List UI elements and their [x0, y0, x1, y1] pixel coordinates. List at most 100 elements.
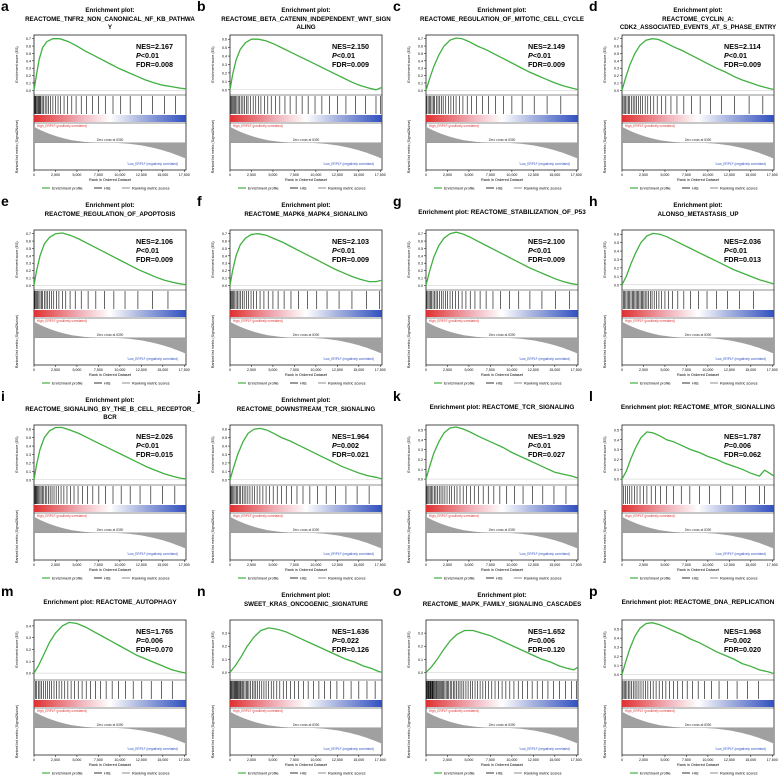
plot-title-line: REACTOME_REGULATION_OF_MITOTIC_CELL_CYCL… [420, 16, 584, 23]
p-symbol: P [136, 51, 141, 60]
plot-title-line: REACTOME_TNFR2_NON_CANONICAL_NF_KB_PATHW… [25, 16, 195, 23]
x-tick-label: 7,500 [486, 758, 495, 762]
high-group-label: High_ERP1F (positively correlated) [429, 319, 479, 323]
legend-profile-label: Enrichment profile [640, 186, 671, 190]
x-axis-label: Rank in Ordered Dataset [285, 373, 328, 377]
plot-title-line: SWEET_KRAS_ONCOGENIC_SIGNATURE [244, 601, 368, 608]
legend-hits-label: Hits [300, 381, 307, 385]
enrichment-plot-d: Enrichment plot: REACTOME_CYCLIN_A:CDK2_A… [603, 7, 778, 190]
x-tick-label: 7,500 [682, 758, 691, 762]
zero-cross-label: Zero cross at 8390 [685, 723, 712, 727]
es-axis-label: Enrichment score (ES) [407, 46, 411, 82]
panel-p: Enrichment plot: REACTOME_DNA_REPLICATIO… [588, 583, 784, 780]
x-tick-label: 10,000 [310, 563, 321, 567]
fdr-label: FDR=0.013 [724, 255, 761, 264]
plot-header: Enrichment plot: [281, 202, 330, 209]
low-group-label: 'Low_ERP1F (negatively correlated) [715, 552, 766, 556]
legend-metric-label: Ranking metric scores [132, 381, 170, 385]
x-tick-label: 17,500 [571, 563, 582, 567]
legend-metric-label: Ranking metric scores [132, 576, 170, 580]
rank-color-bar [622, 505, 774, 512]
x-axis-label: Rank in Ordered Dataset [285, 763, 328, 767]
legend-hits-label: Hits [104, 576, 111, 580]
plot-header: Enrichment plot: [281, 7, 330, 14]
es-axis-label: Enrichment score (ES) [211, 436, 215, 472]
x-tick-label: 5,000 [464, 758, 473, 762]
p-symbol: P [528, 51, 533, 60]
x-tick-label: 5,000 [660, 758, 669, 762]
es-tick-label: 0.4 [26, 254, 31, 258]
x-tick-label: 17,500 [767, 758, 778, 762]
metric-axis-label: Ranked list metric (Signal2Noise) [211, 120, 215, 173]
es-tick-label: 0.4 [26, 445, 31, 449]
es-tick-label: 0.0 [418, 671, 423, 675]
x-tick-label: 5,000 [660, 173, 669, 177]
legend-metric-label: Ranking metric scores [524, 576, 562, 580]
fdr-label: FDR=0.126 [332, 645, 369, 654]
rank-color-bar [34, 505, 186, 512]
enrichment-profile-line [621, 38, 775, 91]
x-tick-label: 10,000 [702, 563, 713, 567]
es-tick-label: 0.4 [614, 438, 619, 442]
plot-title: Enrichment plot: REACTOME_MTOR_SIGNALLIN… [621, 404, 775, 411]
p-value-label: P<0.01 [136, 246, 159, 255]
es-tick-label: 0.2 [222, 269, 227, 273]
legend-metric-label: Ranking metric scores [132, 771, 170, 775]
p-value-label: P=0.022 [332, 636, 359, 645]
x-tick-label: 0 [33, 173, 35, 177]
enrichment-profile-line [33, 232, 187, 286]
zero-cross-label: Zero cross at 8390 [97, 723, 124, 727]
panel-letter: g [393, 193, 402, 209]
p-symbol: P [528, 636, 533, 645]
x-tick-label: 5,000 [464, 368, 473, 372]
low-group-label: 'Low_ERP1F (negatively correlated) [715, 162, 766, 166]
es-tick-label: 0.6 [222, 428, 227, 432]
enrichment-profile-line [425, 37, 579, 91]
x-tick-label: 10,000 [310, 758, 321, 762]
es-tick-label: 0.0 [222, 88, 227, 92]
fdr-label: FDR=0.009 [528, 60, 565, 69]
x-axis-label: Rank in Ordered Dataset [89, 568, 132, 572]
x-tick-label: 17,500 [179, 563, 190, 567]
x-tick-label: 17,500 [179, 173, 190, 177]
fdr-label: FDR=0.120 [528, 645, 565, 654]
enrichment-plot-a: Enrichment plot: REACTOME_TNFR2_NON_CANON… [15, 7, 195, 190]
legend-hits-label: Hits [300, 186, 307, 190]
p-value: =0.006 [141, 636, 163, 645]
enrichment-plot-p: Enrichment plot: REACTOME_DNA_REPLICATIO… [603, 599, 778, 775]
zero-cross-label: Zero cross at 8390 [489, 138, 516, 142]
x-tick-label: 10,000 [114, 368, 125, 372]
plot-title-line: REACTOME_CYCLIN_A: [662, 16, 734, 23]
legend-hits-label: Hits [692, 186, 699, 190]
x-tick-label: 17,500 [375, 563, 386, 567]
panel-n: Enrichment plot: SWEET_KRAS_ONCOGENIC_SIG… [196, 583, 392, 780]
nes-label: NES=1.968 [724, 627, 761, 636]
es-tick-label: 0.1 [418, 81, 423, 85]
es-tick-label: 0.1 [418, 658, 423, 662]
panel-h: Enrichment plot: ALONSO_METASTASIS_UP 0.0 0… [588, 193, 784, 390]
x-tick-label: 12,500 [332, 173, 343, 177]
high-group-label: High_ERP1F (positively correlated) [37, 514, 87, 518]
legend-hits-label: Hits [496, 186, 503, 190]
es-tick-label: 0.3 [418, 262, 423, 266]
fdr-label: FDR=0.009 [528, 255, 565, 264]
legend-metric-label: Ranking metric scores [524, 771, 562, 775]
es-tick-label: 0.5 [222, 247, 227, 251]
es-tick-label: 0.1 [26, 276, 31, 280]
enrichment-plot-j: Enrichment plot: REACTOME_DOWNSTREAM_TCR_… [211, 397, 386, 580]
rank-color-bar [230, 115, 382, 122]
panel-letter: d [589, 0, 598, 14]
metric-axis-label: Ranked list metric (Signal2Noise) [603, 315, 607, 368]
x-tick-label: 7,500 [94, 173, 103, 177]
high-group-label: High_ERP1F (positively correlated) [233, 124, 283, 128]
plot-header: Enrichment plot: [85, 202, 134, 209]
x-tick-label: 15,000 [157, 758, 168, 762]
es-tick-label: 0.4 [418, 254, 423, 258]
es-tick-label: 0.2 [418, 645, 423, 649]
es-axis-label: Enrichment score (ES) [211, 241, 215, 277]
p-value-label: P=0.002 [724, 636, 751, 645]
x-tick-label: 15,000 [353, 173, 364, 177]
x-tick-label: 17,500 [571, 173, 582, 177]
x-axis-label: Rank in Ordered Dataset [481, 373, 524, 377]
x-tick-label: 7,500 [486, 563, 495, 567]
